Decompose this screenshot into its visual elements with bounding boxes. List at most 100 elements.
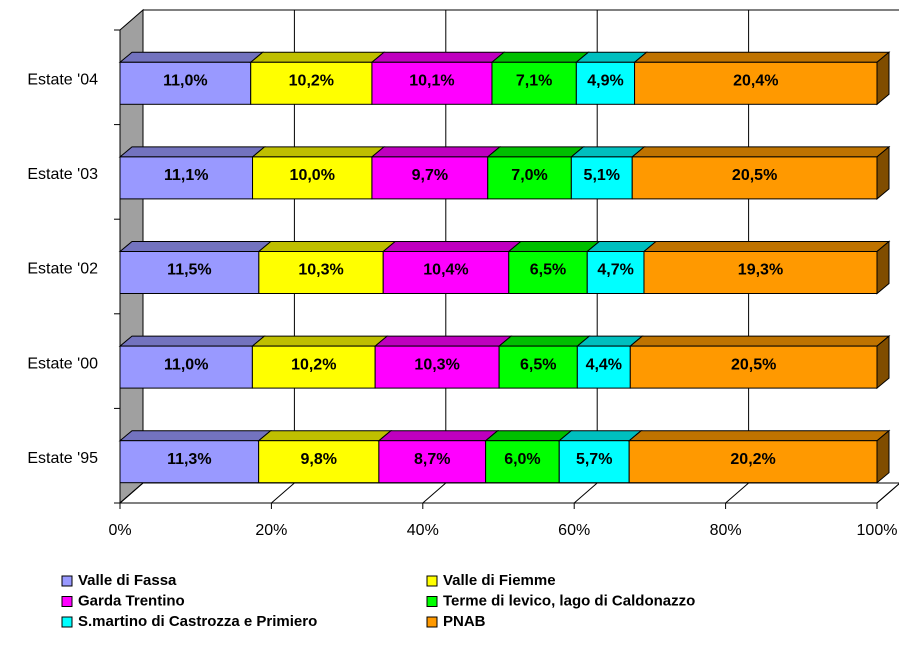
bar-top xyxy=(630,146,891,158)
x-tick-label: 80% xyxy=(710,522,742,539)
data-label: 4,9% xyxy=(587,73,623,90)
bar xyxy=(631,156,878,200)
bar-top xyxy=(118,241,273,252)
data-label: 9,8% xyxy=(301,451,337,468)
bar-segment: 9,7% xyxy=(370,146,502,200)
legend-swatch xyxy=(61,575,73,587)
x-tick-label: 100% xyxy=(857,522,898,539)
bar-top xyxy=(251,335,389,347)
data-label: 11,5% xyxy=(167,262,211,279)
bar-top xyxy=(484,430,573,442)
data-label: 7,1% xyxy=(516,73,552,90)
legend-swatch xyxy=(61,596,73,607)
bar-top xyxy=(381,241,523,252)
data-label: 6,0% xyxy=(504,451,540,468)
bar xyxy=(119,251,260,294)
bar-segment: 7,0% xyxy=(486,146,585,200)
bar-top xyxy=(490,51,590,63)
data-label: 11,0% xyxy=(164,356,208,373)
bar-top xyxy=(377,430,499,442)
bar xyxy=(119,156,254,200)
data-label: 10,2% xyxy=(291,356,336,373)
bar xyxy=(508,251,588,294)
data-label: 11,1% xyxy=(164,167,208,184)
bar xyxy=(575,61,636,105)
bar-segment: 20,5% xyxy=(630,145,891,200)
bar-top xyxy=(507,241,601,252)
bar-top xyxy=(497,335,591,347)
bar-top xyxy=(633,51,891,63)
bar-top xyxy=(370,146,502,158)
bar-segment: 5,7% xyxy=(557,430,643,484)
data-label: 4,7% xyxy=(597,262,633,279)
bar-top xyxy=(118,146,266,158)
bar-segment: 11,3% xyxy=(118,430,273,484)
legend-label: S.martino di Castrozza e Primiero xyxy=(78,613,317,630)
bar-segment: 10,0% xyxy=(251,146,386,200)
bar-segment: 5,1% xyxy=(569,146,646,200)
y-tick-label: Estate '02 xyxy=(27,261,98,278)
y-tick-label: Estate '03 xyxy=(27,166,98,183)
bar-segment: 7,1% xyxy=(490,51,590,105)
legend-label: Valle di Fiemme xyxy=(443,572,556,589)
bar-segment: 11,0% xyxy=(118,335,266,389)
bar xyxy=(382,251,510,294)
bar xyxy=(558,440,630,484)
bar-segment: 20,2% xyxy=(627,429,891,484)
bar xyxy=(487,156,572,200)
data-label: 11,3% xyxy=(167,451,211,468)
data-label: 20,5% xyxy=(732,167,777,184)
bar xyxy=(485,440,560,484)
bar xyxy=(250,61,373,105)
bar-top xyxy=(249,51,386,63)
bar xyxy=(252,156,373,200)
bar xyxy=(576,345,631,389)
bar-top xyxy=(557,430,643,442)
bar-segment: 6,5% xyxy=(507,241,601,294)
bar-segment: 11,0% xyxy=(118,51,265,105)
bar xyxy=(491,61,577,105)
data-label: 20,4% xyxy=(733,73,778,90)
bar-top xyxy=(373,335,513,347)
bar-segment: 19,3% xyxy=(642,240,891,295)
legend-label: PNAB xyxy=(443,613,486,630)
data-label: 6,5% xyxy=(530,262,566,279)
bar-segment: 10,2% xyxy=(249,51,386,105)
bar xyxy=(629,345,878,389)
data-label: 10,3% xyxy=(298,262,343,279)
bar-segment: 10,3% xyxy=(257,241,397,294)
bar-segment: 20,5% xyxy=(628,335,891,390)
data-label: 7,0% xyxy=(511,167,547,184)
legend-swatch xyxy=(426,616,438,628)
data-label: 10,0% xyxy=(290,167,335,184)
bar-top xyxy=(257,430,393,442)
floor-grid-line xyxy=(119,482,144,504)
bar-top xyxy=(118,335,266,347)
bar-segment: 4,7% xyxy=(585,241,658,294)
floor-grid-line xyxy=(422,482,447,504)
x-tick-label: 20% xyxy=(255,522,287,539)
y-tick-label: Estate '95 xyxy=(27,450,98,467)
floor-grid-line xyxy=(876,483,899,504)
bar xyxy=(258,251,384,294)
bar-top xyxy=(627,430,891,442)
bar xyxy=(119,61,252,105)
bar-segment: 10,4% xyxy=(381,241,523,294)
bar-segment: 10,1% xyxy=(370,51,506,105)
floor-grid-line xyxy=(573,482,598,504)
legend-swatch xyxy=(426,596,438,607)
legend-swatch xyxy=(61,616,73,628)
bar xyxy=(570,156,633,200)
legend-label: Garda Trentino xyxy=(78,592,185,609)
bar xyxy=(251,345,376,389)
bar xyxy=(119,440,260,484)
data-label: 19,3% xyxy=(738,262,783,279)
bar-top xyxy=(370,51,506,63)
floor-grid-line xyxy=(725,482,749,504)
bar-segment: 11,5% xyxy=(118,241,273,294)
bar xyxy=(643,251,878,294)
bar xyxy=(371,61,493,105)
bar-segment: 9,8% xyxy=(257,430,393,484)
x-tick-label: 60% xyxy=(558,522,590,539)
